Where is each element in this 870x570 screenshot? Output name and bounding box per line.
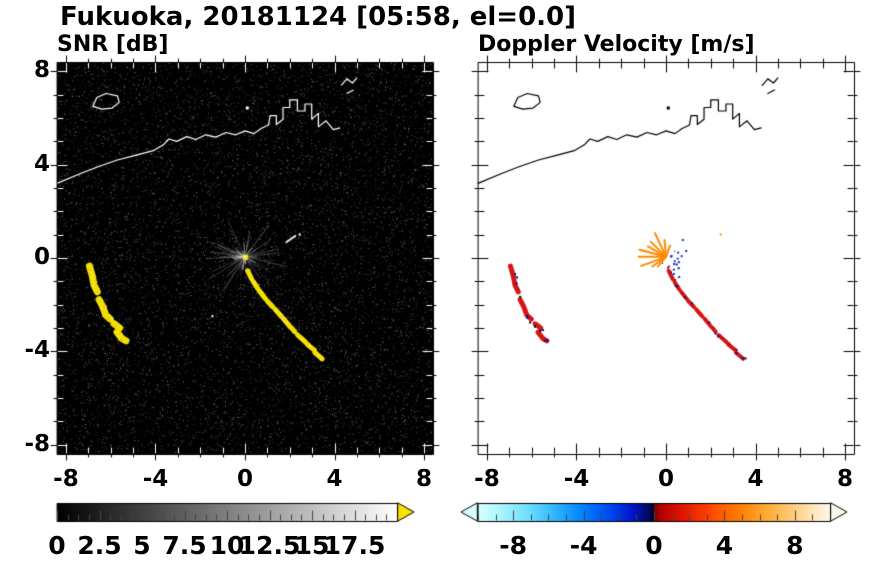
panel-label-velocity: Doppler Velocity [m/s]	[478, 32, 755, 57]
figure-title: Fukuoka, 20181124 [05:58, el=0.0]	[60, 2, 577, 32]
panel-label-snr: SNR [dB]	[57, 32, 169, 57]
